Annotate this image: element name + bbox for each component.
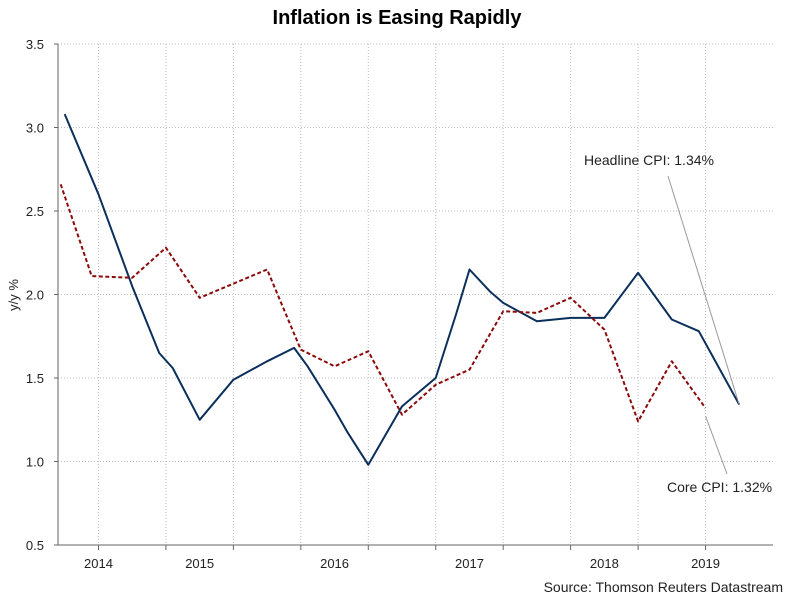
x-year-label-2014: 2014	[84, 556, 113, 571]
axis-layer: 0.5 1.0 1.5 2.0 2.5 3.0 3.5 2014 2015 2016 2017 201…	[26, 37, 773, 571]
y-tick-label: 3.0	[26, 121, 44, 136]
core-leader-line	[705, 415, 728, 475]
grid-layer	[58, 43, 773, 546]
y-tick-label: 2.0	[26, 288, 44, 303]
headline-cpi-line	[63, 113, 741, 466]
x-year-label-2015: 2015	[185, 556, 214, 571]
annotation-layer: Headline CPI: 1.34% Core CPI: 1.32%	[584, 152, 772, 495]
y-tick-label: 1.5	[26, 371, 44, 386]
chart-title: Inflation is Easing Rapidly	[273, 7, 523, 29]
core-annotation: Core CPI: 1.32%	[667, 479, 772, 495]
y-tick-label: 1.0	[26, 455, 44, 470]
x-year-label-2017: 2017	[455, 556, 484, 571]
x-year-label-2016: 2016	[320, 556, 349, 571]
x-year-label-2018: 2018	[590, 556, 619, 571]
headline-annotation: Headline CPI: 1.34%	[584, 152, 714, 168]
headline-leader-line	[667, 175, 740, 405]
y-tick-label: 3.5	[26, 37, 44, 52]
x-year-label-2019: 2019	[691, 556, 720, 571]
source-note: Source: Thomson Reuters Datastream	[544, 579, 783, 595]
y-tick-label: 0.5	[26, 538, 44, 553]
y-axis-label: y/y %	[6, 279, 21, 311]
core-cpi-line	[59, 183, 707, 423]
y-tick-label: 2.5	[26, 204, 44, 219]
series-layer	[59, 113, 741, 466]
